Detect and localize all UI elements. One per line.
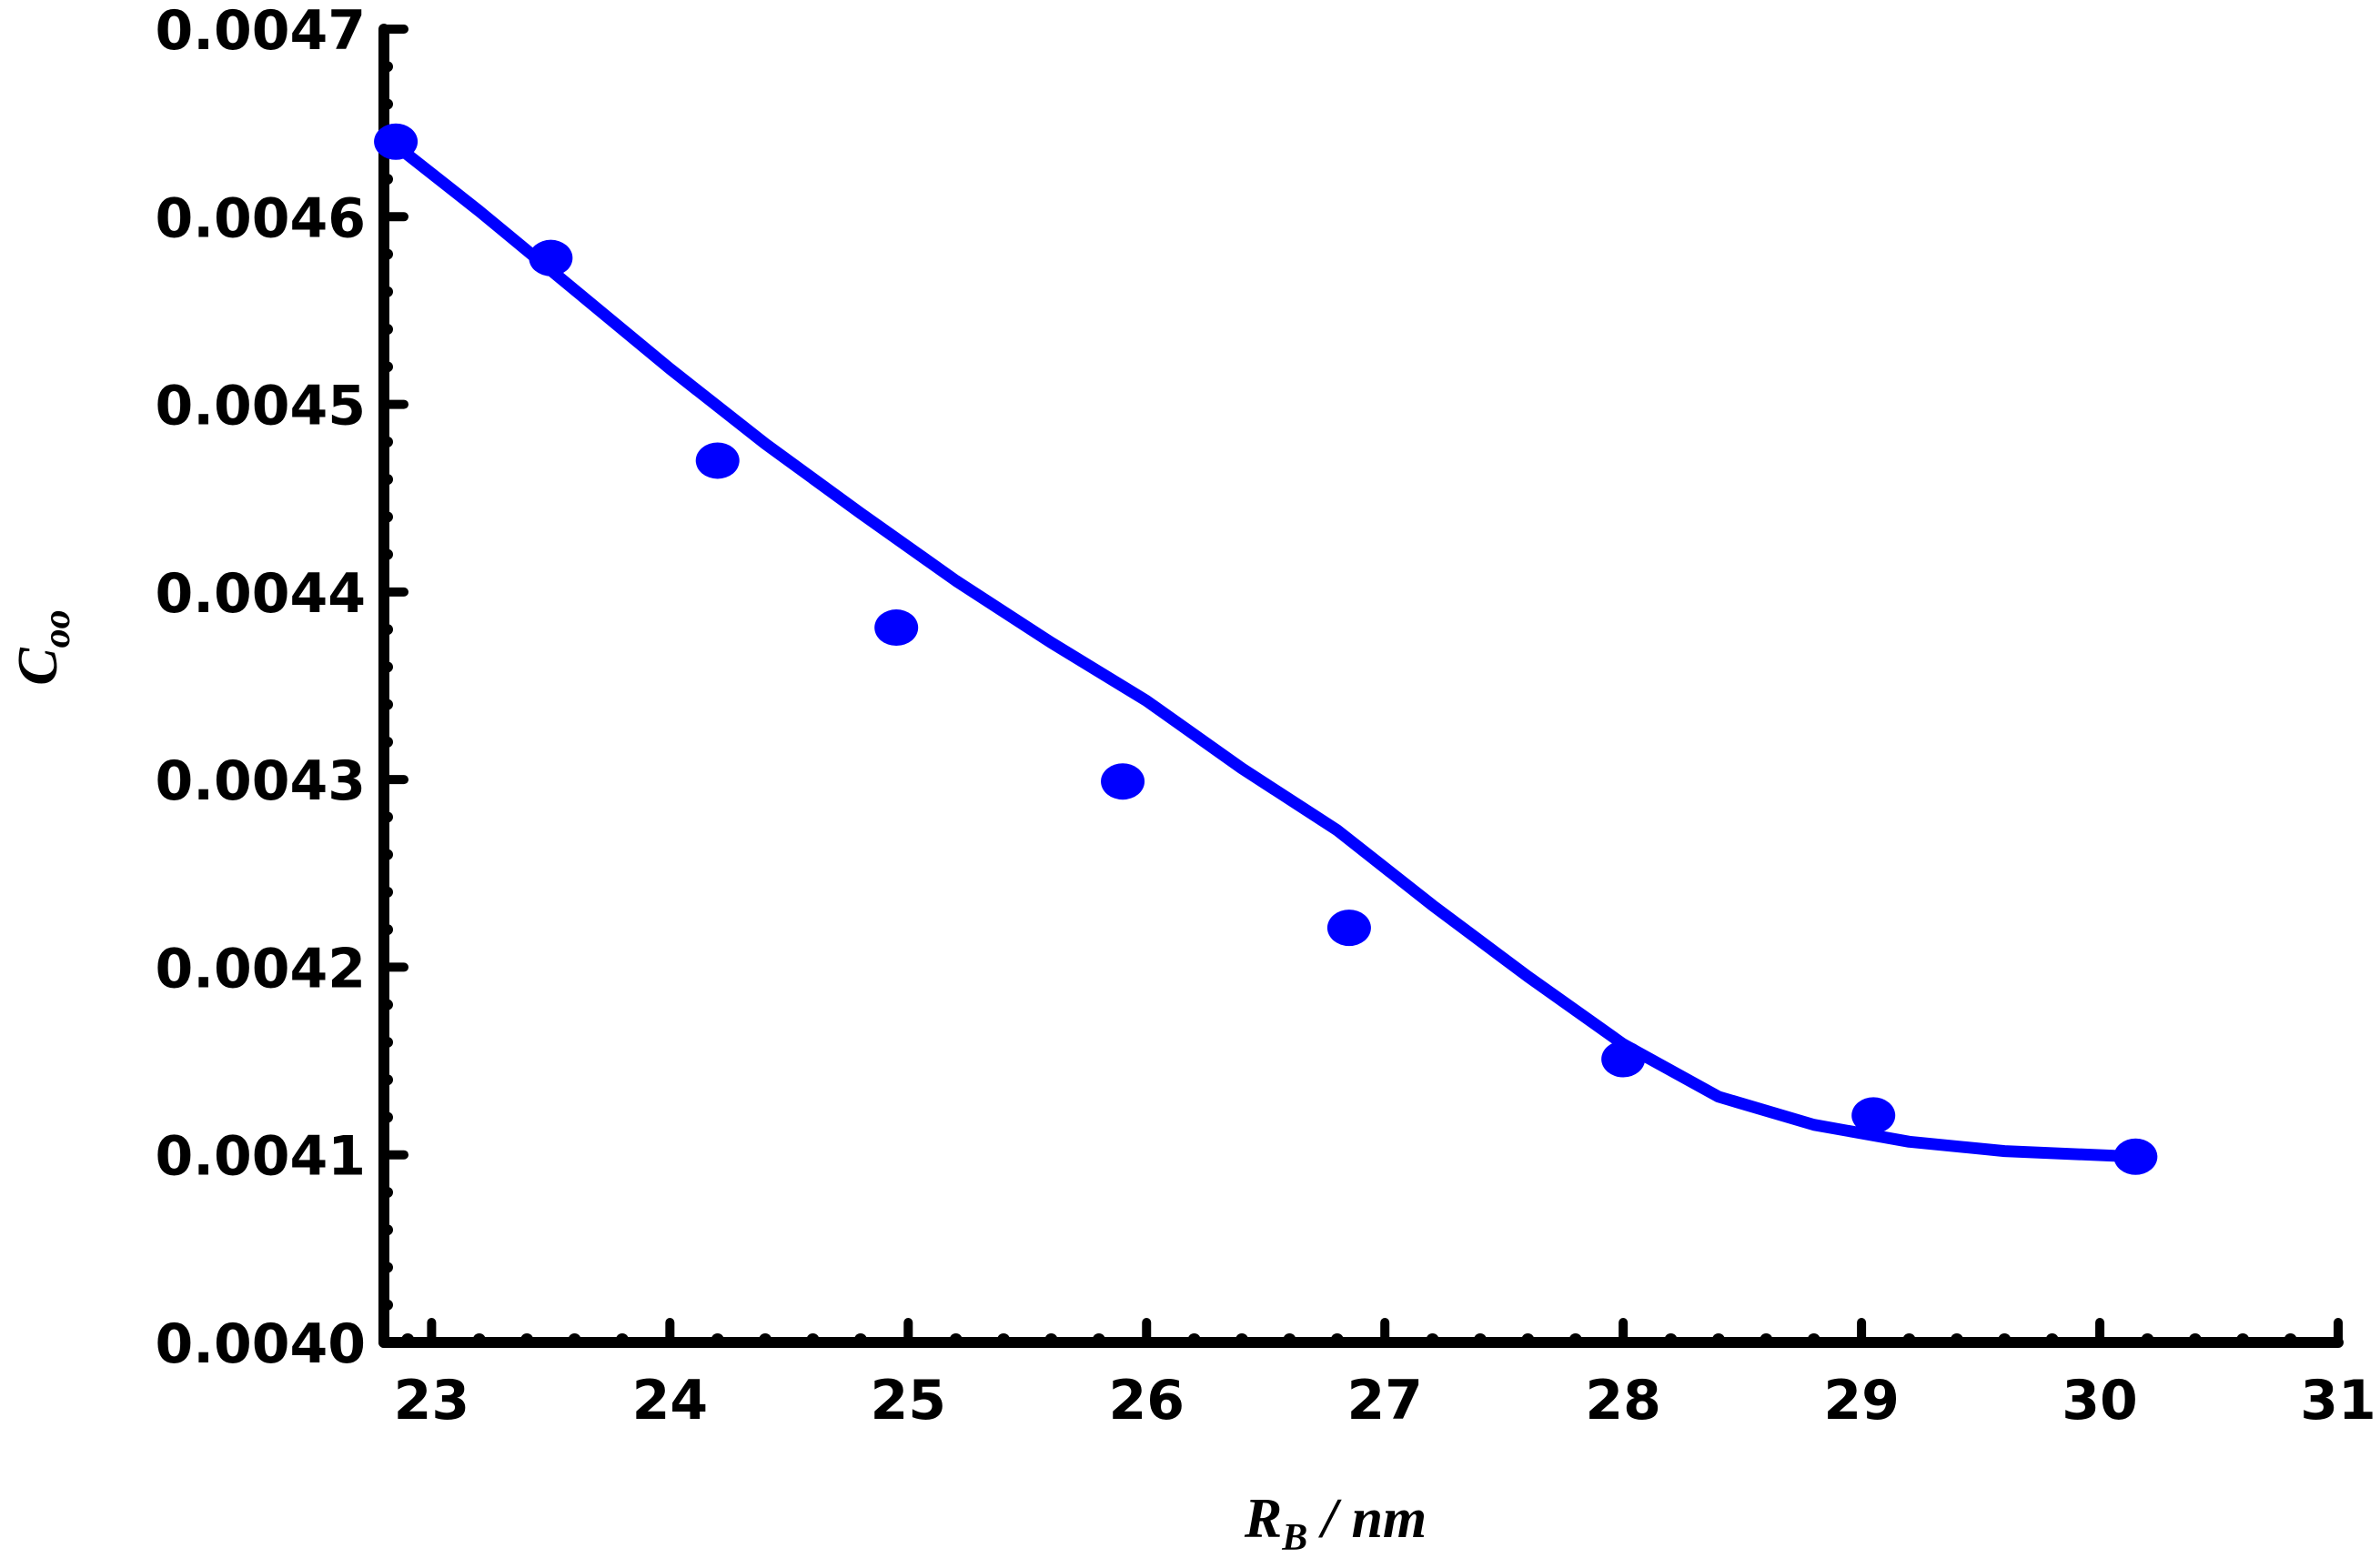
x-minor-tick	[997, 1333, 1011, 1346]
y-minor-tick	[382, 1261, 393, 1273]
x-minor-tick	[806, 1333, 820, 1346]
y-minor-tick	[382, 736, 393, 748]
x-minor-tick	[2141, 1333, 2154, 1346]
x-minor-tick	[711, 1333, 724, 1346]
y-axis-label-subscript: oo	[36, 609, 78, 648]
x-minor-tick	[568, 1333, 581, 1346]
y-tick-label: 0.0045	[155, 375, 366, 438]
y-tick-label: 0.0047	[155, 0, 366, 63]
data-point	[1326, 910, 1371, 947]
y-minor-tick	[382, 1074, 393, 1086]
y-minor-tick	[382, 1299, 393, 1311]
y-minor-tick	[382, 248, 393, 260]
x-minor-tick	[472, 1333, 486, 1346]
x-minor-tick	[1711, 1333, 1725, 1346]
x-minor-tick	[1044, 1333, 1058, 1346]
x-minor-tick	[1568, 1333, 1582, 1346]
y-minor-tick	[382, 324, 393, 336]
y-minor-tick	[382, 699, 393, 710]
y-minor-tick	[382, 811, 393, 823]
y-minor-tick	[382, 849, 393, 860]
y-axis-ticks: 0.0040 0.0041 0.0042 0.0043 0.0044 0.0045 0.00…	[155, 0, 408, 1376]
y-minor-tick	[382, 1224, 393, 1236]
x-minor-tick	[1092, 1333, 1105, 1346]
x-minor-tick	[615, 1333, 629, 1346]
x-minor-tick	[1760, 1333, 1773, 1346]
x-tick-label: 29	[1823, 1369, 1900, 1432]
y-minor-tick	[382, 924, 393, 936]
x-axis-label-subscript: B	[1281, 1517, 1307, 1558]
x-tick-label: 23	[394, 1369, 470, 1432]
y-minor-tick	[382, 474, 393, 486]
x-axis-label-symbol: R	[1244, 1488, 1282, 1550]
x-minor-tick	[2236, 1333, 2250, 1346]
data-point	[695, 442, 740, 479]
y-minor-tick	[382, 886, 393, 898]
axes	[378, 24, 2344, 1348]
x-minor-tick	[949, 1333, 963, 1346]
y-minor-tick	[382, 624, 393, 636]
x-minor-tick	[1473, 1333, 1487, 1346]
x-minor-tick	[1521, 1333, 1535, 1346]
y-minor-tick	[382, 1036, 393, 1048]
y-minor-tick	[382, 436, 393, 447]
x-minor-tick	[759, 1333, 772, 1346]
x-tick-label: 25	[871, 1369, 947, 1432]
data-point	[529, 239, 573, 276]
x-minor-tick	[1330, 1333, 1344, 1346]
y-axis-label: Coo	[7, 609, 78, 685]
fit-curve	[389, 139, 2142, 1163]
y-minor-tick	[382, 661, 393, 673]
x-axis-ticks: 23 24 25 26 27 28 29 30 31	[394, 1318, 2376, 1432]
y-minor-tick	[382, 286, 393, 297]
x-tick-label: 30	[2062, 1369, 2138, 1432]
y-tick-label: 0.0046	[155, 186, 366, 250]
x-axis-label: RB / nm	[1244, 1488, 1427, 1558]
y-tick-label: 0.0041	[155, 1125, 366, 1189]
x-minor-tick	[1664, 1333, 1678, 1346]
data-point	[1101, 763, 1145, 800]
data-point	[2113, 1138, 2158, 1175]
x-tick-label: 24	[632, 1369, 709, 1432]
data-point	[1601, 1040, 1646, 1078]
y-tick-label: 0.0042	[155, 937, 366, 1000]
y-minor-tick	[382, 1186, 393, 1198]
x-minor-tick	[1998, 1333, 2012, 1346]
y-minor-tick	[382, 511, 393, 523]
x-tick-label: 26	[1108, 1369, 1185, 1432]
x-minor-tick	[1235, 1333, 1249, 1346]
y-tick-label: 0.0044	[155, 562, 366, 626]
data-point	[1851, 1097, 1896, 1134]
data-point	[374, 123, 419, 160]
y-minor-tick	[382, 1111, 393, 1123]
y-minor-tick	[382, 548, 393, 560]
y-minor-tick	[382, 174, 393, 186]
y-minor-tick	[382, 999, 393, 1010]
x-minor-tick	[1426, 1333, 1439, 1346]
y-minor-tick	[382, 98, 393, 110]
y-minor-tick	[382, 361, 393, 373]
x-minor-tick	[1187, 1333, 1201, 1346]
x-minor-tick	[853, 1333, 867, 1346]
x-minor-tick	[2284, 1333, 2297, 1346]
x-tick-label: 31	[2300, 1369, 2376, 1432]
x-tick-label: 28	[1585, 1369, 1661, 1432]
y-tick-label: 0.0043	[155, 749, 366, 813]
x-minor-tick	[1283, 1333, 1296, 1346]
x-axis-label-unit: / nm	[1307, 1488, 1427, 1550]
x-tick-label: 27	[1346, 1369, 1423, 1432]
y-minor-tick	[382, 61, 393, 73]
x-minor-tick	[2045, 1333, 2059, 1346]
y-tick-label: 0.0040	[155, 1312, 366, 1376]
x-minor-tick	[2188, 1333, 2202, 1346]
series	[374, 123, 2158, 1175]
x-minor-tick	[1950, 1333, 1963, 1346]
y-axis-label-symbol: C	[7, 648, 69, 686]
data-point	[874, 609, 919, 647]
x-minor-tick	[1902, 1333, 1916, 1346]
x-minor-tick	[1807, 1333, 1820, 1346]
x-minor-tick	[520, 1333, 534, 1346]
